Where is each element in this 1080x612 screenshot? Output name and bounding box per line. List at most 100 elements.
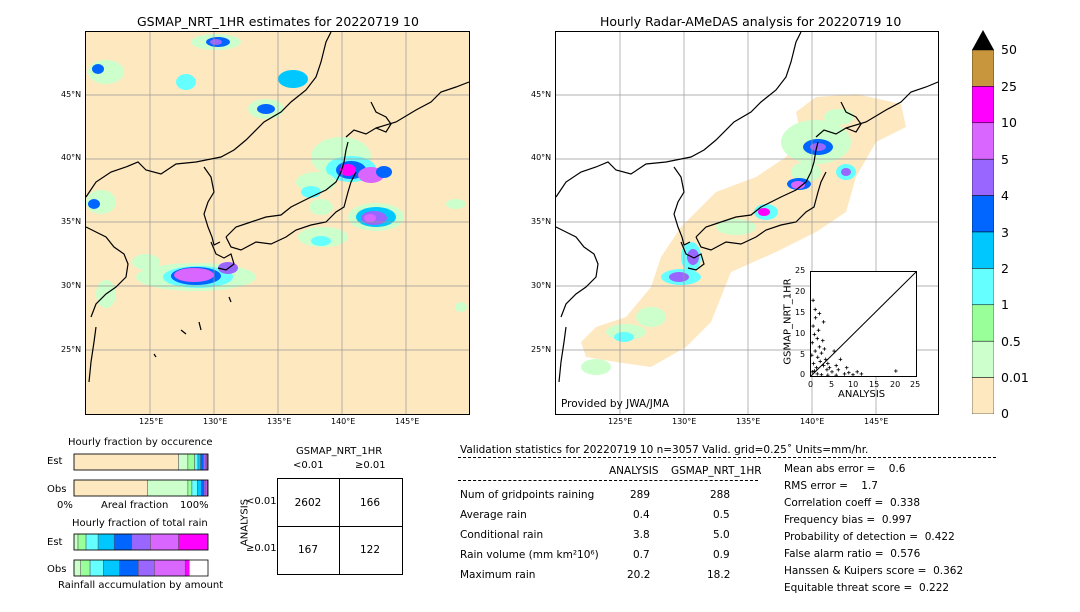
scatter-point xyxy=(822,347,827,351)
score-line: False alarm ratio = 0.576 xyxy=(784,548,921,560)
left-lon-tick-140: 140°E xyxy=(331,417,356,426)
validation-row-analysis: 0.4 xyxy=(633,509,650,521)
occurrence-axis-mid: Areal fraction xyxy=(101,500,169,511)
radar-credit: Provided by JWA/JMA xyxy=(561,398,670,410)
left-lon-tick-130: 130°E xyxy=(203,417,228,426)
right-lat-tick-30: 30°N xyxy=(531,281,552,290)
scatter-point xyxy=(842,372,847,376)
right-lat-tick-35: 35°N xyxy=(531,217,552,226)
colorbar-segment xyxy=(971,268,995,306)
left-lat-tick-25: 25°N xyxy=(61,345,82,354)
right-map-title: Hourly Radar-AMeDAS analysis for 2022071… xyxy=(600,14,902,29)
contingency-row-ge: ≥0.01 xyxy=(246,543,277,554)
colorbar-label-5: 5 xyxy=(1001,152,1009,167)
scatter-point xyxy=(818,359,823,364)
total-rain-title: Hourly fraction of total rain xyxy=(72,518,208,529)
fraction-bar-segment xyxy=(103,559,120,577)
scatter-point xyxy=(855,370,859,374)
right-lat-tick-25: 25°N xyxy=(531,345,552,354)
fraction-bar-outline xyxy=(73,559,209,577)
scatter-point xyxy=(812,332,817,337)
validation-row-gsmap: 0.9 xyxy=(713,549,730,561)
scatter-point xyxy=(823,357,828,362)
scatter-point xyxy=(825,367,829,372)
contingency-row-lt: <0.01 xyxy=(246,496,277,507)
fraction-bar-segment xyxy=(187,479,193,497)
left-map-grid xyxy=(86,32,469,414)
scatter-point xyxy=(815,372,820,376)
scatter-point xyxy=(811,324,815,328)
scatter-plot xyxy=(810,271,917,377)
scatter-point xyxy=(813,307,817,312)
scatter-point xyxy=(816,328,821,333)
fraction-bar-outline xyxy=(73,479,209,497)
right-lat-tick-40: 40°N xyxy=(531,153,552,162)
contingency-col-ge: ≥0.01 xyxy=(355,460,386,471)
fraction-bar-segment xyxy=(80,559,91,577)
scatter-point xyxy=(826,373,830,377)
scatter-point xyxy=(821,363,826,368)
validation-row-label: Maximum rain xyxy=(460,569,536,581)
scatter-point xyxy=(832,349,836,353)
validation-col-gsmap: GSMAP_NRT_1HR xyxy=(671,465,762,477)
colorbar-svg xyxy=(971,30,995,415)
left-map-title: GSMAP_NRT_1HR estimates for 20220719 10 xyxy=(137,14,419,29)
scatter-point xyxy=(817,345,822,349)
total-rain-est-label: Est xyxy=(47,537,63,548)
left-lon-tick-145: 145°E xyxy=(395,417,420,426)
occurrence-axis-left: 0% xyxy=(57,500,73,511)
scatter-point xyxy=(834,363,838,368)
right-lon-tick-130: 130°E xyxy=(672,417,697,426)
colorbar-segment xyxy=(971,86,995,124)
fraction-bar-segment xyxy=(178,533,209,551)
scatter-point xyxy=(838,357,843,362)
validation-row-analysis: 289 xyxy=(630,489,651,501)
colorbar-segment xyxy=(971,340,995,378)
scatter-x-10: 10 xyxy=(848,380,859,389)
contingency-title: GSMAP_NRT_1HR xyxy=(296,446,383,457)
left-lat-tick-35: 35°N xyxy=(61,217,82,226)
occurrence-chart xyxy=(73,453,209,497)
right-coastlines xyxy=(556,32,938,383)
scatter-point xyxy=(819,372,824,377)
validation-row-gsmap: 0.5 xyxy=(713,509,730,521)
fraction-bar-segment xyxy=(89,559,104,577)
left-coastlines xyxy=(86,32,469,383)
occurrence-axis-right: 100% xyxy=(180,500,209,511)
scatter-point xyxy=(815,336,820,341)
fraction-bar-segment xyxy=(203,453,206,471)
left-map-canvas xyxy=(86,32,469,414)
score-line: Frequency bias = 0.997 xyxy=(784,514,912,526)
colorbar-label-0.01: 0.01 xyxy=(1001,370,1029,385)
validation-row-analysis: 20.2 xyxy=(627,569,651,581)
validation-row-label: Conditional rain xyxy=(460,529,544,541)
total-rain-chart xyxy=(73,533,209,577)
colorbar-label-0.5: 0.5 xyxy=(1001,334,1021,349)
scatter-y-15: 15 xyxy=(795,308,806,317)
left-lat-tick-40: 40°N xyxy=(61,153,82,162)
left-rain-areas xyxy=(86,34,467,312)
fraction-bar-segment xyxy=(73,453,179,471)
colorbar-extend-arrow xyxy=(972,30,994,50)
validation-row-analysis: 0.7 xyxy=(633,549,650,561)
fraction-bar-segment xyxy=(73,533,79,551)
total-rain-footer: Rainfall accumulation by amount xyxy=(58,580,224,591)
validation-row-label: Rain volume (mm km²10⁶) xyxy=(460,549,599,561)
occurrence-obs-label: Obs xyxy=(47,484,67,495)
scatter-x-15: 15 xyxy=(869,380,880,389)
score-line: Correlation coeff = 0.338 xyxy=(784,497,920,509)
colorbar xyxy=(971,30,995,415)
scatter-y-25: 25 xyxy=(795,266,806,275)
scatter-point xyxy=(812,369,817,373)
fraction-bar-segment xyxy=(77,533,87,551)
validation-dashed-line xyxy=(458,457,996,458)
fraction-bar-outline xyxy=(73,533,209,551)
fraction-bar-segment xyxy=(154,559,186,577)
fraction-bar-segment xyxy=(147,479,189,497)
contingency-col-lt: <0.01 xyxy=(293,460,324,471)
right-lon-tick-145: 145°E xyxy=(864,417,889,426)
score-line: RMS error = 1.7 xyxy=(784,480,878,492)
total-rain-obs-label: Obs xyxy=(47,564,67,575)
scatter-point xyxy=(813,315,818,320)
contingency-a: 2602 xyxy=(294,497,322,509)
